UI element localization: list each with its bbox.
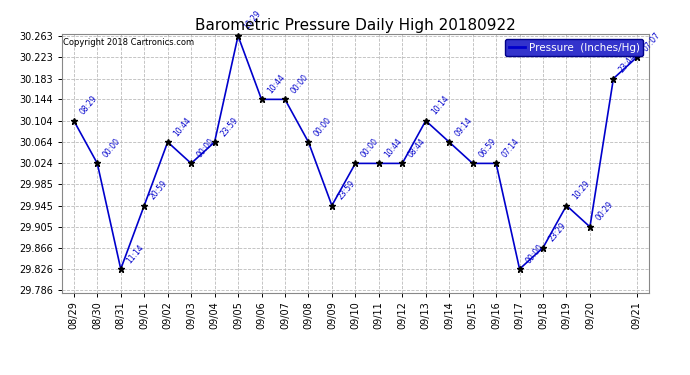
- Text: 08:44: 08:44: [406, 136, 427, 159]
- Text: 20:59: 20:59: [148, 179, 169, 201]
- Text: 00:00: 00:00: [524, 242, 545, 265]
- Text: 07:14: 07:14: [500, 136, 521, 159]
- Text: 09:14: 09:14: [453, 116, 474, 138]
- Text: 00:00: 00:00: [289, 73, 311, 95]
- Text: 23:59: 23:59: [336, 179, 357, 201]
- Text: 00:00: 00:00: [359, 136, 381, 159]
- Text: 10:44: 10:44: [266, 73, 286, 95]
- Title: Barometric Pressure Daily High 20180922: Barometric Pressure Daily High 20180922: [195, 18, 515, 33]
- Text: 06:59: 06:59: [477, 136, 498, 159]
- Text: 23:29: 23:29: [547, 221, 568, 243]
- Text: Copyright 2018 Cartronics.com: Copyright 2018 Cartronics.com: [63, 38, 195, 46]
- Text: 11:14: 11:14: [125, 243, 146, 265]
- Text: 10:44: 10:44: [383, 136, 404, 159]
- Text: 10:14: 10:14: [430, 94, 451, 117]
- Text: 00:00: 00:00: [195, 136, 217, 159]
- Text: 08:29: 08:29: [78, 94, 99, 117]
- Text: 10:29: 10:29: [242, 9, 263, 32]
- Text: 23:59: 23:59: [219, 116, 239, 138]
- Text: 10:44: 10:44: [172, 116, 193, 138]
- Text: 23:44: 23:44: [618, 52, 638, 74]
- Legend: Pressure  (Inches/Hg): Pressure (Inches/Hg): [505, 39, 643, 56]
- Text: 00:00: 00:00: [313, 115, 334, 138]
- Text: 00:00: 00:00: [101, 136, 123, 159]
- Text: 10:29: 10:29: [571, 179, 591, 201]
- Text: 07:07: 07:07: [641, 30, 662, 53]
- Text: 00:29: 00:29: [594, 200, 615, 223]
